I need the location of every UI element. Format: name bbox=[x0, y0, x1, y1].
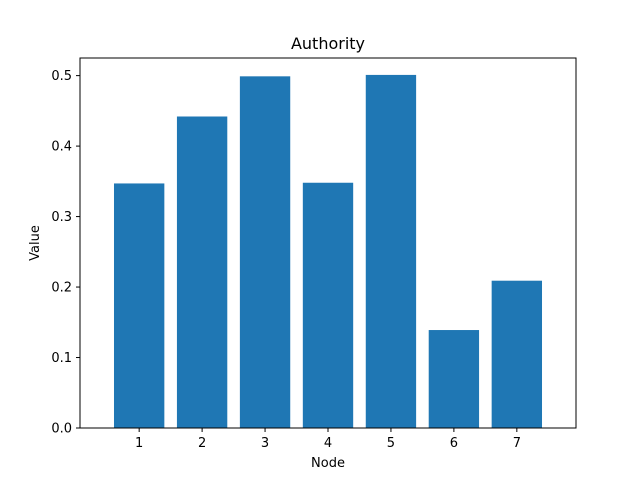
x-tick-label: 7 bbox=[513, 436, 521, 451]
y-tick-label: 0.3 bbox=[51, 210, 72, 225]
x-tick-label: 2 bbox=[198, 436, 206, 451]
bar-node-3 bbox=[239, 76, 291, 429]
bar-node-2 bbox=[176, 116, 228, 428]
bar-node-1 bbox=[113, 183, 165, 428]
y-tick-label: 0.2 bbox=[51, 281, 72, 296]
y-axis-ticks: 0.0 0.1 0.2 0.3 0.4 0.5 bbox=[51, 69, 80, 437]
x-axis-title: Node bbox=[311, 456, 345, 471]
plot-frame bbox=[79, 57, 577, 429]
y-tick-label: 0.5 bbox=[51, 69, 72, 84]
bar-node-7 bbox=[491, 280, 543, 428]
bar-node-6 bbox=[428, 330, 480, 428]
y-tick-label: 0.4 bbox=[51, 140, 72, 155]
x-tick-label: 4 bbox=[324, 436, 332, 451]
bars-group bbox=[113, 74, 543, 429]
x-tick-label: 3 bbox=[261, 436, 269, 451]
chart-title: Authority bbox=[291, 34, 365, 53]
bar-node-4 bbox=[302, 182, 354, 428]
y-tick-label: 0.0 bbox=[51, 422, 72, 437]
x-tick-label: 1 bbox=[135, 436, 143, 451]
x-tick-label: 6 bbox=[450, 436, 458, 451]
bar-node-5 bbox=[365, 74, 417, 429]
y-tick-label: 0.1 bbox=[51, 351, 72, 366]
y-axis-title: Value bbox=[28, 225, 43, 261]
x-axis-ticks: 1 2 3 4 5 6 7 bbox=[135, 428, 521, 451]
x-tick-label: 5 bbox=[387, 436, 395, 451]
